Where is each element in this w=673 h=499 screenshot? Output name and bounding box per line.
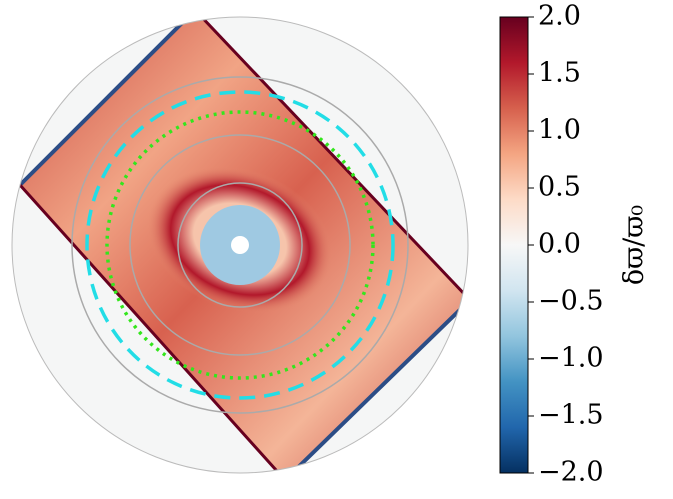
- colorbar-tick-label: 1.0: [538, 115, 581, 146]
- colorbar-tick-label: 2.0: [538, 1, 581, 32]
- colorbar-tick-label: −2.0: [538, 457, 604, 488]
- polar-image: [12, 10, 470, 480]
- figure: δϖ/ϖ₀ −2.0 −1.5 −1.0 −0.5 0.0 0.5 1.0 1.5 2.0: [0, 0, 673, 495]
- colorbar-tick-label: 0.5: [538, 172, 581, 203]
- colorbar-tick-label: 0.0: [538, 229, 581, 260]
- colorbar-tick-label: −1.5: [538, 400, 604, 431]
- colorbar-label: δϖ/ϖ₀: [619, 205, 650, 285]
- colorbar-tick-label: −1.0: [538, 343, 604, 374]
- colorbar-tick-label: −0.5: [538, 286, 604, 317]
- colorbar-tick-label: 1.5: [538, 58, 581, 89]
- colorbar: [500, 17, 528, 473]
